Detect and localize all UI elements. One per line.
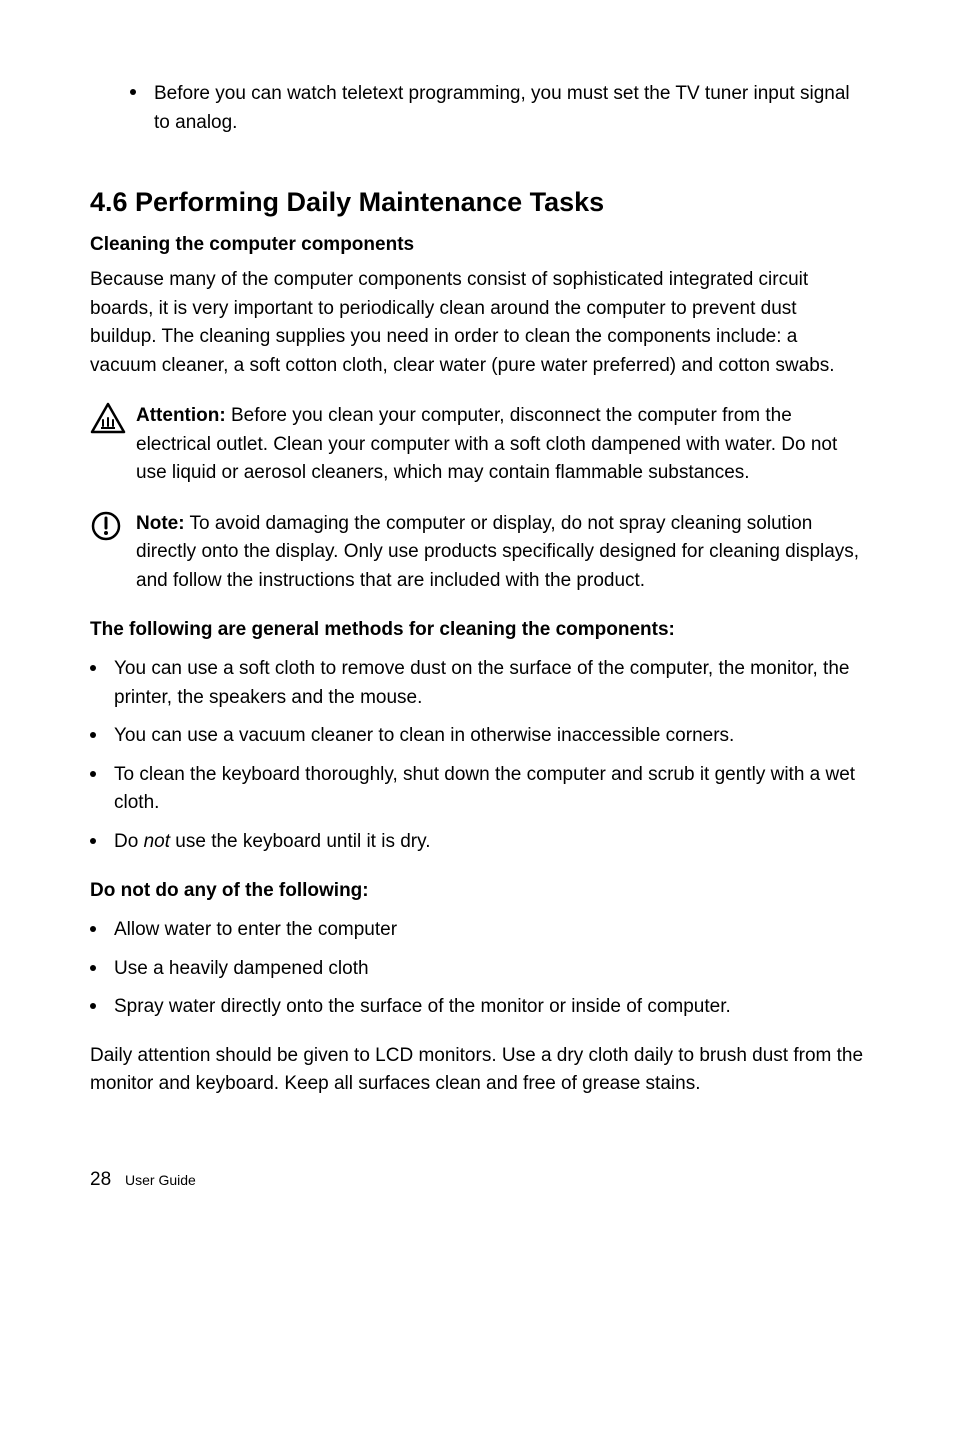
list-item: To clean the keyboard thoroughly, shut d… bbox=[90, 761, 864, 818]
footer-label: User Guide bbox=[125, 1172, 196, 1188]
intro-paragraph: Because many of the computer components … bbox=[90, 266, 864, 380]
top-bullet-block: Before you can watch teletext programmin… bbox=[130, 80, 864, 137]
list-item-text: To clean the keyboard thoroughly, shut d… bbox=[114, 761, 864, 818]
page-footer: 28 User Guide bbox=[90, 1169, 864, 1191]
bullet-icon bbox=[90, 732, 96, 738]
list-item-text: You can use a vacuum cleaner to clean in… bbox=[114, 722, 734, 751]
note-body: To avoid damaging the computer or displa… bbox=[136, 513, 859, 591]
bullet-icon bbox=[90, 665, 96, 671]
list-item-text: Allow water to enter the computer bbox=[114, 916, 397, 945]
top-bullet-text: Before you can watch teletext programmin… bbox=[154, 80, 864, 137]
attention-callout: Attention: Before you clean your compute… bbox=[90, 402, 864, 488]
bullet-icon bbox=[90, 771, 96, 777]
methods-heading: The following are general methods for cl… bbox=[90, 619, 864, 641]
italic-prefix: Do bbox=[114, 831, 144, 852]
note-text: Note: To avoid damaging the computer or … bbox=[136, 510, 864, 596]
note-label: Note: bbox=[136, 513, 185, 534]
closing-paragraph: Daily attention should be given to LCD m… bbox=[90, 1042, 864, 1099]
list-item-text: You can use a soft cloth to remove dust … bbox=[114, 655, 864, 712]
bullet-icon bbox=[90, 1003, 96, 1009]
attention-label: Attention: bbox=[136, 405, 226, 426]
list-item: Do not use the keyboard until it is dry. bbox=[90, 828, 864, 857]
section-title: 4.6 Performing Daily Maintenance Tasks bbox=[90, 187, 864, 218]
italic-word: not bbox=[144, 831, 170, 852]
attention-icon bbox=[90, 402, 126, 488]
list-item: Spray water directly onto the surface of… bbox=[90, 993, 864, 1022]
list-item: Use a heavily dampened cloth bbox=[90, 955, 864, 984]
page-number: 28 bbox=[90, 1169, 111, 1190]
bullet-icon bbox=[90, 926, 96, 932]
list-item: You can use a soft cloth to remove dust … bbox=[90, 655, 864, 712]
donot-heading: Do not do any of the following: bbox=[90, 880, 864, 902]
bullet-icon bbox=[130, 89, 136, 95]
list-item: You can use a vacuum cleaner to clean in… bbox=[90, 722, 864, 751]
bullet-icon bbox=[90, 838, 96, 844]
subheading-cleaning: Cleaning the computer components bbox=[90, 234, 864, 256]
italic-suffix: use the keyboard until it is dry. bbox=[170, 831, 431, 852]
attention-body: Before you clean your computer, disconne… bbox=[136, 405, 837, 483]
donot-list: Allow water to enter the computer Use a … bbox=[90, 916, 864, 1022]
methods-list: You can use a soft cloth to remove dust … bbox=[90, 655, 864, 856]
page-content: Before you can watch teletext programmin… bbox=[0, 0, 954, 1251]
list-item-text: Use a heavily dampened cloth bbox=[114, 955, 369, 984]
bullet-icon bbox=[90, 965, 96, 971]
note-callout: Note: To avoid damaging the computer or … bbox=[90, 510, 864, 596]
attention-text: Attention: Before you clean your compute… bbox=[136, 402, 864, 488]
list-item-text: Do not use the keyboard until it is dry. bbox=[114, 828, 431, 857]
list-item: Allow water to enter the computer bbox=[90, 916, 864, 945]
list-item-text: Spray water directly onto the surface of… bbox=[114, 993, 731, 1022]
note-icon bbox=[90, 510, 126, 596]
